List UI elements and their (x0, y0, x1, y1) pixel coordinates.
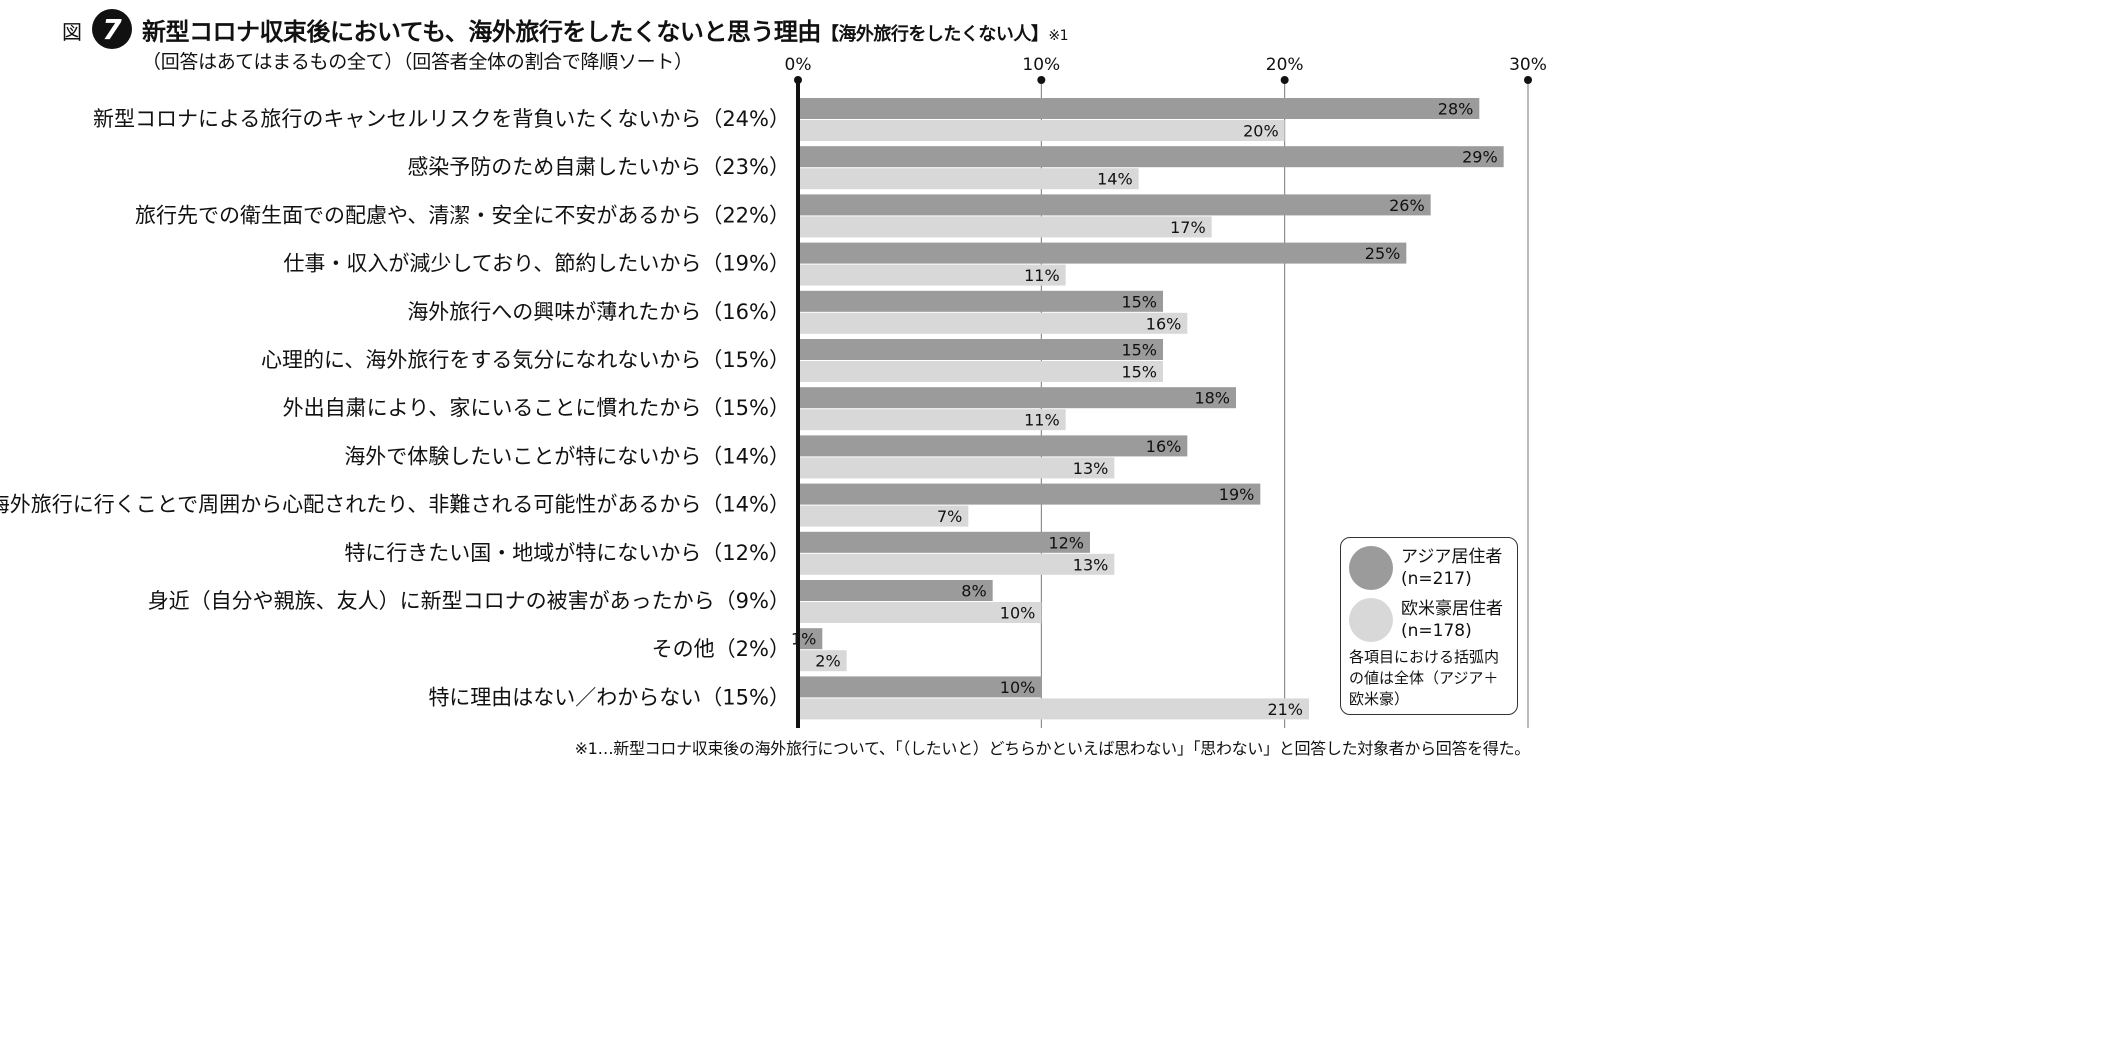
bar-west (798, 409, 1066, 431)
chart-title-main: 新型コロナ収束後においても、海外旅行をしたくないと思う理由 (142, 18, 821, 46)
data-label: 12% (1048, 533, 1084, 552)
legend-label-west: 欧米豪居住者 (1401, 599, 1503, 619)
category-label: 仕事・収入が減少しており、節約したいから（19%） (283, 252, 790, 276)
category-label: 新型コロナによる旅行のキャンセルリスクを背負いたくないから（24%） (93, 107, 790, 131)
data-label: 7% (937, 507, 962, 526)
data-label: 21% (1267, 700, 1303, 719)
legend-label-asia: アジア居住者 (1401, 547, 1503, 567)
chart-title-sub: 【海外旅行をしたくない人】 (820, 24, 1049, 45)
data-label: 14% (1097, 170, 1133, 189)
footnote: ※1…新型コロナ収束後の海外旅行について、「（したいと）どちらかといえば思わない… (574, 739, 1531, 758)
bar-west (798, 361, 1163, 382)
data-label: 2% (815, 652, 840, 671)
data-label: 18% (1194, 389, 1230, 408)
category-label: 身近（自分や親族、友人）に新型コロナの被害があったから（9%） (148, 589, 790, 613)
data-label: 10% (1000, 604, 1036, 623)
data-label: 20% (1243, 122, 1279, 141)
data-label: 16% (1146, 437, 1182, 456)
category-label: 海外で体験したいことが特にないから（14%） (344, 444, 790, 468)
bar-asia (798, 387, 1236, 409)
data-label: 13% (1073, 555, 1109, 574)
data-label: 8% (961, 582, 986, 601)
bar-chart: 0% 10% 20% 30% 28% 20% 新型コロナによる旅行のキャンセルリスクを背負い… (0, 55, 1547, 728)
data-label: 29% (1462, 148, 1498, 167)
data-label: 15% (1121, 363, 1157, 382)
category-label: その他（2%） (652, 637, 790, 661)
data-label: 25% (1365, 244, 1401, 263)
tick-dot (1524, 76, 1532, 84)
bar-asia (798, 435, 1188, 457)
legend-swatch-asia (1349, 546, 1393, 590)
bar-west (798, 602, 1042, 623)
bar-west (798, 457, 1115, 479)
bar-west (798, 264, 1066, 286)
data-label: 1% (791, 630, 816, 649)
data-label: 10% (1000, 678, 1036, 697)
bar-west (798, 698, 1309, 720)
tick-label: 20% (1266, 55, 1304, 75)
data-label: 17% (1170, 218, 1206, 237)
bar-west (798, 650, 847, 672)
data-label: 19% (1219, 485, 1255, 504)
bar-west (798, 312, 1188, 334)
bar-asia (798, 531, 1090, 553)
tick-label: 0% (785, 55, 812, 75)
bar-asia (798, 339, 1163, 360)
category-label: 特に理由はない／わからない（15%） (428, 685, 790, 709)
legend-n-asia: (n=217) (1401, 569, 1472, 589)
category-label: 特に行きたい国・地域が特にないから（12%） (344, 541, 790, 565)
category-label: 外出自粛により、家にいることに慣れたから（15%） (283, 396, 790, 420)
data-label: 26% (1389, 196, 1425, 215)
bar-west (798, 553, 1115, 575)
tick-dot (1280, 76, 1289, 84)
legend-swatch-west (1349, 598, 1393, 642)
legend-n-west: (n=178) (1401, 621, 1472, 641)
bar-asia (798, 290, 1163, 312)
category-label: 海外旅行に行くことで周囲から心配されたり、非難される可能性があるから（14%） (0, 493, 790, 517)
bar-asia (798, 242, 1407, 264)
legend-box: アジア居住者 (n=217) 欧米豪居住者 (n=178) 各項目における括弧内… (1340, 537, 1518, 715)
bar-asia (798, 98, 1480, 119)
bar-asia (798, 580, 993, 601)
data-label: 13% (1073, 459, 1109, 478)
bar-west (798, 216, 1212, 238)
figure-prefix: 図 (62, 20, 82, 44)
category-label: 海外旅行への興味が薄れたから（16%） (407, 300, 790, 324)
tick-label: 30% (1509, 55, 1547, 75)
tick-dot (1037, 76, 1046, 84)
bar-asia (798, 483, 1261, 505)
category-label: 旅行先での衛生面での配慮や、清潔・安全に不安があるから（22%） (135, 203, 790, 227)
data-label: 11% (1024, 266, 1060, 285)
chart-title: 新型コロナ収束後においても、海外旅行をしたくないと思う理由【海外旅行をしたくない… (142, 12, 1068, 47)
bar-asia (798, 676, 1042, 698)
bar-west (798, 120, 1285, 141)
bar-asia (798, 628, 823, 650)
data-label: 15% (1121, 341, 1157, 360)
category-label: 感染予防のため自粛したいから（23%） (407, 155, 790, 179)
chart-title-note: ※1 (1048, 28, 1068, 44)
data-label: 15% (1121, 292, 1157, 311)
tick-label: 10% (1022, 55, 1060, 75)
bar-west (798, 168, 1139, 190)
data-label: 11% (1024, 411, 1060, 430)
category-label: 心理的に、海外旅行をする気分になれないから（15%） (261, 348, 790, 372)
bar-west (798, 505, 969, 527)
bar-asia (798, 146, 1504, 168)
bar-asia (798, 194, 1431, 216)
figure-number-badge: 7 (92, 9, 132, 49)
data-label: 16% (1146, 314, 1182, 333)
chart-subtitle: （回答はあてはまるもの全て）（回答者全体の割合で降順ソート） (142, 51, 693, 73)
legend-note: 各項目における括弧内の値は全体（アジア＋欧米豪） (1349, 648, 1500, 708)
data-label: 28% (1438, 100, 1474, 119)
